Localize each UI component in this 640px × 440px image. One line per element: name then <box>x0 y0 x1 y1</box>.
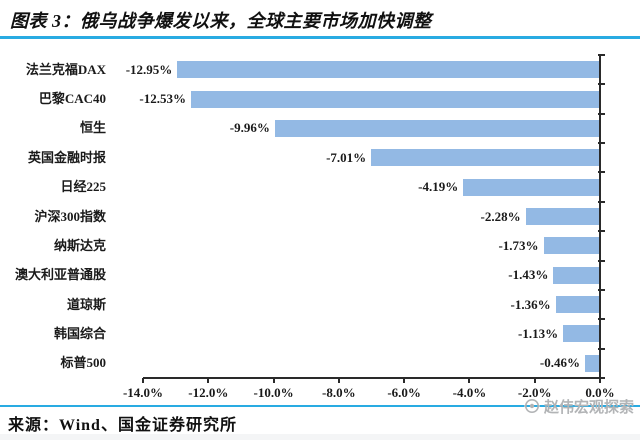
bar-value-label: -1.43% <box>508 267 549 283</box>
bar <box>584 354 600 372</box>
category-label: 纳斯达克 <box>53 237 106 253</box>
bar <box>543 237 600 255</box>
bar <box>555 296 600 314</box>
bar <box>525 208 600 225</box>
title-underline-accent <box>0 36 640 39</box>
bottom-fade-strip <box>0 434 640 440</box>
bar-value-label: -4.19% <box>418 179 459 195</box>
bar-value-label: -12.95% <box>125 61 173 77</box>
category-axis-tick <box>598 142 605 145</box>
bar <box>274 119 600 137</box>
bar <box>177 61 600 79</box>
value-axis-tick <box>337 378 340 383</box>
bar-value-label: -2.28% <box>480 208 521 224</box>
value-axis-line <box>143 377 601 379</box>
category-axis-tick <box>598 54 605 56</box>
bar <box>190 90 600 108</box>
category-axis-tick <box>598 288 605 291</box>
category-label: 标普500 <box>60 355 106 371</box>
category-label: 恒生 <box>79 120 106 136</box>
category-axis-tick <box>598 171 605 174</box>
bar <box>563 325 600 343</box>
category-axis-tick <box>598 112 605 115</box>
bar <box>463 178 600 196</box>
category-label: 英国金融时报 <box>27 149 106 165</box>
value-axis-tick-label: -2.0% <box>517 385 552 400</box>
category-axis-tick <box>598 230 605 233</box>
watermark-text: 赵伟宏观探索 <box>543 399 634 416</box>
bar-value-label: -1.36% <box>510 296 551 312</box>
bar <box>371 149 600 167</box>
compass-logo-icon <box>523 398 540 414</box>
source-note: 来源：Wind、国金证券研究所 <box>8 417 237 434</box>
category-axis-line <box>599 54 601 379</box>
bar-value-label: -0.46% <box>539 355 580 371</box>
value-axis-tick <box>533 378 536 383</box>
value-axis-tick <box>468 378 471 383</box>
value-axis-tick <box>272 378 275 383</box>
value-axis-tick-label: -12.0% <box>188 385 229 400</box>
category-axis-tick <box>598 377 605 379</box>
bar-value-label: -9.96% <box>229 120 270 136</box>
category-label: 法兰克福DAX <box>25 61 106 77</box>
bar <box>553 266 600 284</box>
category-axis-tick <box>598 259 605 262</box>
value-axis-tick-label: -6.0% <box>387 385 421 400</box>
category-axis-tick <box>598 318 605 321</box>
category-label: 巴黎CAC40 <box>38 91 106 107</box>
figure-title: 图表 3：俄乌战争爆发以来，全球主要市场加快调整 <box>10 11 432 31</box>
value-axis-tick <box>599 378 601 383</box>
category-axis-tick <box>598 83 605 86</box>
bar-value-label: -1.73% <box>498 237 539 253</box>
category-label: 澳大利亚普通股 <box>14 267 106 283</box>
value-axis-tick-label: 0.0% <box>585 385 615 400</box>
bar-value-label: -1.13% <box>518 325 559 341</box>
value-axis-tick <box>142 378 144 383</box>
category-axis-tick <box>598 200 605 203</box>
footer-accent-line <box>0 405 640 407</box>
bar-value-label: -12.53% <box>139 91 186 107</box>
category-label: 道琼斯 <box>66 296 106 312</box>
value-axis-tick-label: -8.0% <box>322 385 356 400</box>
watermark-badge: 赵伟宏观探索 <box>523 396 634 416</box>
value-axis-tick-label: -10.0% <box>253 385 294 400</box>
category-axis-tick <box>598 347 605 350</box>
category-label: 日经225 <box>60 179 106 195</box>
bar-value-label: -7.01% <box>326 149 367 165</box>
value-axis-tick-label: -14.0% <box>122 385 164 400</box>
value-axis-tick <box>207 378 210 383</box>
value-axis-tick-label: -4.0% <box>452 385 487 400</box>
category-label: 沪深300指数 <box>34 208 106 224</box>
value-axis-tick <box>403 378 406 383</box>
category-label: 韩国综合 <box>53 325 106 341</box>
